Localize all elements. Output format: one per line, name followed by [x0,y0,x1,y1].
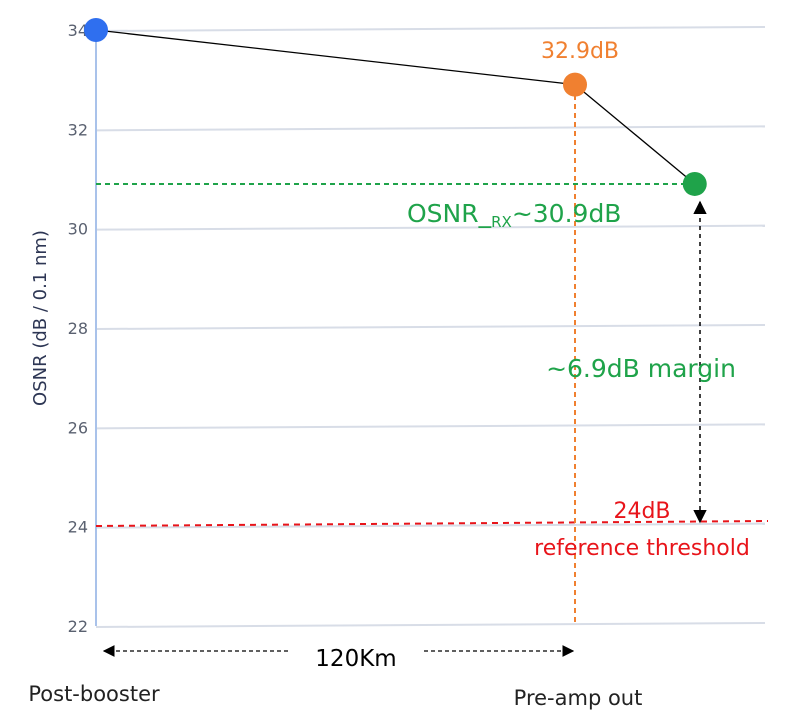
series-segment [95,29,576,86]
threshold-value-label: 24dB [613,499,670,524]
y-tick-label: 30 [68,220,88,239]
margin-label: ~6.9dB margin [546,354,736,383]
gridline [95,224,766,231]
y-tick-label: 22 [68,617,88,636]
osnr-series [84,18,707,196]
y-tick-label: 26 [68,418,88,437]
y-axis-label: OSNR (dB / 0.1 nm) [30,230,51,406]
y-tick-label: 28 [68,319,88,338]
span-label: 120Km [315,646,396,672]
threshold-text-label: reference threshold [534,536,750,561]
rx-osnr-label: OSNR_RX~30.9dB [407,199,621,231]
rx-osnr-label-sub: RX [491,213,512,231]
y-tick-label: 34 [68,21,88,40]
y-tick-labels: 22 24 26 28 30 32 34 [68,21,88,636]
x-label-start: Post-booster [28,682,160,706]
gridline [95,423,766,430]
gridline [95,622,766,628]
y-tick-label: 32 [68,120,88,139]
rx-osnr-label-value: ~30.9dB [512,199,622,228]
data-point [84,18,108,42]
gridline [95,125,766,132]
rx-osnr-label-main: OSNR_ [407,199,492,228]
preamp-value-label: 32.9dB [541,39,619,64]
gridlines [95,26,766,628]
x-label-end: Pre-amp out [514,686,643,710]
data-point [563,72,587,97]
gridline [95,26,766,32]
y-tick-label: 24 [68,518,88,537]
gridline [95,324,766,330]
gridline [95,522,766,529]
data-point [682,171,707,196]
threshold-line [95,520,769,527]
series-segment [574,84,696,185]
